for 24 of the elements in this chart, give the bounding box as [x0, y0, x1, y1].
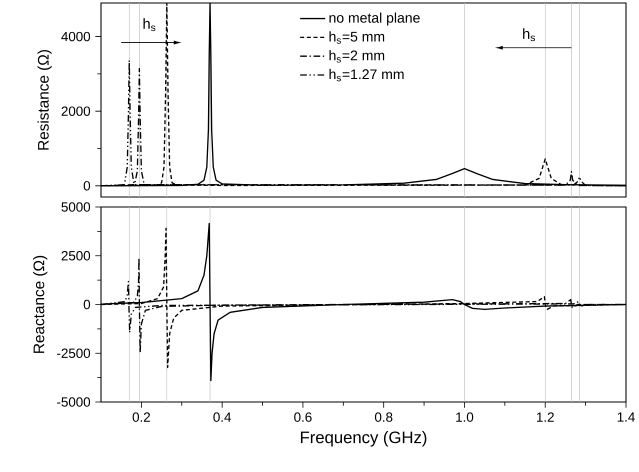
legend-label: no metal plane — [329, 12, 420, 26]
legend-label: h$_{s}$=2 mm — [330, 50, 384, 63]
annotation: h$_{s}$ — [523, 28, 536, 42]
y-tick-label: 0 — [84, 300, 90, 310]
y-tick-label: 0 — [84, 181, 90, 191]
x-tick-label: 1.0 — [456, 412, 474, 422]
legend-label: h$_{s}$=5 mm — [330, 31, 384, 44]
legend-label: h$_{s}$=1.27 mm — [330, 68, 404, 82]
x-tick-label: 1.2 — [536, 412, 554, 422]
x-tick-label: 0.8 — [374, 412, 392, 422]
x-tick-label: 0.6 — [294, 412, 312, 422]
y-tick-label: 5000 — [61, 202, 90, 212]
y-tick-label: 2000 — [62, 106, 90, 116]
x-tick-label: 0.2 — [132, 412, 150, 422]
x-tick-label: 1.4 — [618, 412, 635, 422]
y-tick-label: 4000 — [61, 32, 90, 42]
y-tick-label: 2500 — [62, 251, 90, 260]
y-axis-title: Reactance (Ω) — [33, 256, 48, 353]
x-tick-label: 0.4 — [213, 412, 232, 422]
x-axis-title: Frequency (GHz) — [300, 430, 426, 447]
y-tick-label: -5000 — [57, 397, 90, 407]
annotation: h$_{s}$ — [144, 18, 156, 32]
y-axis-title: Resistance (Ω) — [38, 50, 52, 150]
y-tick-label: -2500 — [57, 348, 90, 358]
